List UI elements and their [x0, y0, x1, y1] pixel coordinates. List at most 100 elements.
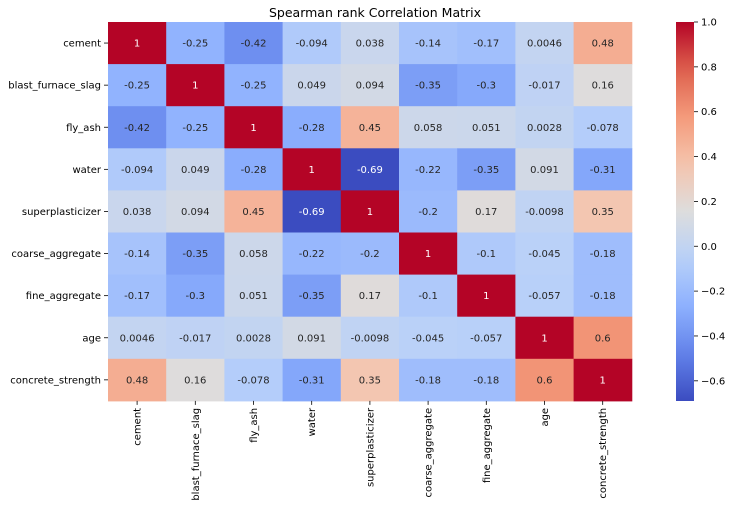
colorbar-tick-label: −0.4 — [701, 331, 725, 342]
heatmap-cell — [573, 232, 633, 276]
cell-value-label: -0.18 — [590, 249, 616, 260]
heatmap-cell — [515, 22, 575, 65]
heatmap-cell — [399, 22, 458, 65]
heatmap-cell — [282, 358, 342, 402]
cell-value-label: -0.25 — [182, 123, 208, 134]
heatmap-cell — [166, 316, 225, 360]
heatmap-cell — [166, 22, 225, 65]
x-tick-label: age — [540, 408, 551, 427]
heatmap-cell — [399, 64, 458, 107]
cell-value-label: 0.0046 — [527, 39, 562, 50]
heatmap-cell — [573, 148, 633, 191]
heatmap-cell — [515, 316, 575, 360]
y-tick-label: superplasticizer — [22, 207, 102, 218]
x-tick-label: concrete_strength — [598, 408, 609, 499]
cell-value-label: -0.094 — [296, 39, 328, 50]
cell-value-label: 0.051 — [472, 123, 501, 134]
cell-value-label: 0.091 — [297, 333, 326, 344]
y-tick-label: fine_aggregate — [26, 291, 101, 302]
y-tick-label: fly_ash — [66, 123, 101, 134]
cell-value-label: 1 — [250, 123, 256, 134]
heatmap-cell — [515, 106, 575, 149]
heatmap-cell — [108, 22, 167, 65]
colorbar — [676, 22, 694, 401]
cell-value-label: -0.0098 — [525, 207, 564, 218]
cell-value-label: -0.22 — [415, 165, 441, 176]
cell-value-label: 0.16 — [184, 375, 206, 386]
cell-value-label: -0.69 — [357, 165, 383, 176]
cell-value-label: -0.14 — [415, 39, 441, 50]
heatmap-cell — [282, 316, 342, 360]
cell-value-label: 0.16 — [592, 81, 614, 92]
cell-value-label: -0.0098 — [351, 333, 390, 344]
cell-value-label: -0.3 — [477, 81, 497, 92]
heatmap-cell — [515, 190, 575, 233]
cell-value-label: -0.3 — [186, 291, 206, 302]
heatmap-cell — [282, 190, 342, 233]
cell-value-label: 1 — [309, 165, 315, 176]
heatmap-cell — [108, 106, 167, 149]
cell-value-label: -0.17 — [124, 291, 150, 302]
cell-value-label: -0.25 — [241, 81, 267, 92]
cell-value-label: 0.058 — [239, 249, 268, 260]
heatmap-cell — [399, 190, 458, 233]
cell-value-label: 0.35 — [592, 207, 614, 218]
heatmap-cell — [399, 274, 458, 318]
cell-value-label: 0.17 — [359, 291, 381, 302]
heatmap-cell — [224, 64, 284, 107]
heatmap-cell — [224, 106, 284, 149]
colorbar-tick-label: 0.0 — [701, 242, 717, 253]
cell-value-label: -0.18 — [590, 291, 616, 302]
heatmap-cell — [282, 274, 342, 318]
cell-value-label: -0.094 — [121, 165, 153, 176]
heatmap-cell — [282, 232, 342, 276]
heatmap-cell — [573, 274, 633, 318]
heatmap-cell — [108, 64, 167, 107]
cell-value-label: 0.0028 — [236, 333, 271, 344]
heatmap-cell — [399, 232, 458, 276]
cell-value-label: 0.6 — [595, 333, 611, 344]
heatmap-cell — [573, 190, 633, 233]
heatmap-cell — [515, 64, 575, 107]
cell-value-label: -0.2 — [418, 207, 438, 218]
heatmap-cell — [457, 316, 516, 360]
cell-value-label: -0.057 — [470, 333, 502, 344]
heatmap-cell — [108, 274, 167, 318]
cell-value-label: -0.22 — [299, 249, 325, 260]
heatmap-cell — [282, 64, 342, 107]
cell-value-label: -0.18 — [415, 375, 441, 386]
heatmap-cell — [573, 22, 633, 65]
heatmap-cell — [224, 232, 284, 276]
cell-value-label: -0.2 — [360, 249, 380, 260]
cell-value-label: -0.28 — [241, 165, 267, 176]
cell-value-label: 0.6 — [537, 375, 553, 386]
x-tick-label: superplasticizer — [365, 407, 376, 487]
heatmap-cell — [515, 358, 575, 402]
cell-value-label: -0.35 — [473, 165, 499, 176]
cell-value-label: 1 — [600, 375, 606, 386]
cell-value-label: 0.058 — [414, 123, 443, 134]
x-tick-label: coarse_aggregate — [424, 408, 435, 498]
heatmap-cell — [340, 274, 400, 318]
heatmap-cell — [340, 22, 400, 65]
chart-title: Spearman rank Correlation Matrix — [269, 5, 481, 20]
cell-value-label: 0.17 — [475, 207, 497, 218]
cell-value-label: 1 — [134, 39, 140, 50]
heatmap-cell — [166, 358, 225, 402]
cell-value-label: 1 — [367, 207, 373, 218]
cell-value-label: -0.25 — [124, 81, 150, 92]
cell-value-label: 0.049 — [181, 165, 210, 176]
cell-value-label: -0.057 — [528, 291, 560, 302]
y-tick-label: water — [73, 165, 102, 176]
heatmap-cell — [224, 274, 284, 318]
y-tick-label: cement — [63, 39, 101, 50]
heatmap-cell — [166, 274, 225, 318]
cell-value-label: -0.28 — [299, 123, 325, 134]
heatmap-cell — [340, 64, 400, 107]
heatmap-cell — [340, 148, 400, 191]
cell-value-label: -0.1 — [418, 291, 438, 302]
heatmap-cell — [340, 316, 400, 360]
heatmap-cell — [515, 274, 575, 318]
cell-value-label: -0.045 — [412, 333, 444, 344]
